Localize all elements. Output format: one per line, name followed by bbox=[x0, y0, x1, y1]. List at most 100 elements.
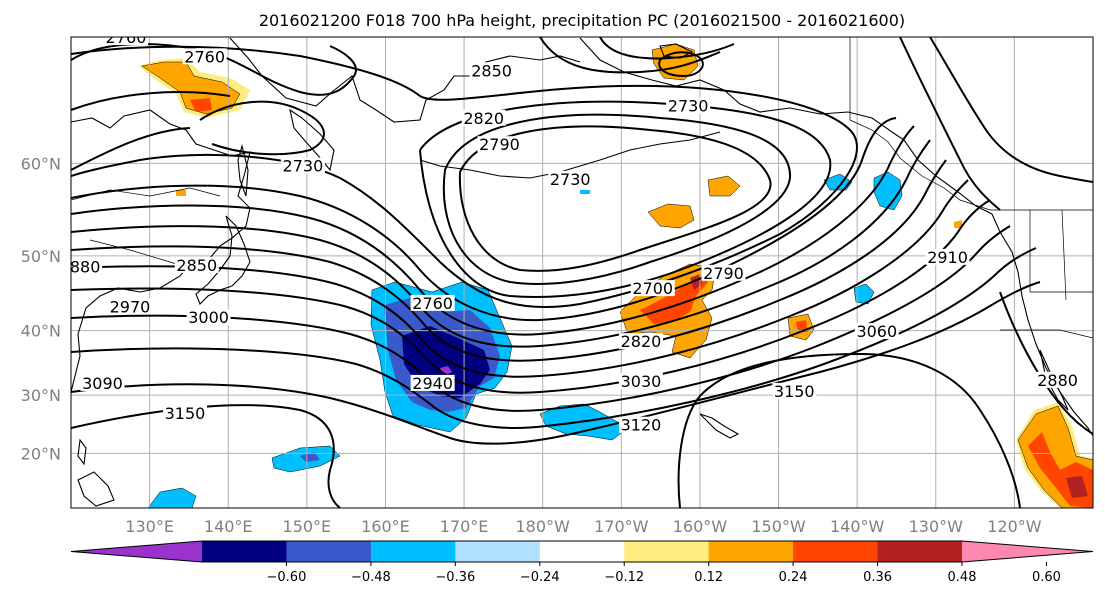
contour-label: 2820 bbox=[463, 109, 504, 128]
contour-label: 2880 bbox=[1037, 371, 1078, 390]
positive-precip-region bbox=[141, 61, 241, 115]
longitude-tick-label: 170°E bbox=[440, 517, 489, 536]
height-contour bbox=[71, 281, 1041, 445]
contour-label: 880 bbox=[70, 258, 101, 277]
latitude-tick-label: 50°N bbox=[21, 247, 61, 266]
colorbar-segment bbox=[877, 541, 963, 562]
border-line bbox=[1000, 329, 1093, 339]
contour-label-background bbox=[477, 136, 522, 153]
longitude-tick-label: 160°W bbox=[673, 517, 728, 536]
longitude-tick-label: 150°W bbox=[751, 517, 806, 536]
longitude-tick-label: 140°W bbox=[830, 517, 885, 536]
contour-label-background bbox=[630, 280, 675, 297]
colorbar-segment bbox=[202, 541, 287, 562]
positive-precip-region bbox=[190, 98, 212, 112]
contour-label: 3060 bbox=[856, 322, 897, 341]
contour-label: 2760 bbox=[184, 47, 225, 66]
longitude-tick-label: 180°W bbox=[516, 517, 571, 536]
contour-label-background bbox=[71, 258, 103, 275]
contour-label-background bbox=[618, 416, 663, 433]
contour-label-background bbox=[618, 333, 663, 350]
contour-label-background bbox=[548, 170, 593, 187]
positive-precip-region bbox=[176, 190, 186, 196]
colorbar-tick-label: −0.12 bbox=[604, 570, 644, 585]
height-contour bbox=[71, 139, 931, 348]
contour-label: 2760 bbox=[106, 28, 147, 47]
contour-label: 2850 bbox=[471, 61, 512, 80]
height-contour bbox=[419, 100, 832, 298]
colorbar-segment bbox=[624, 541, 710, 562]
colorbar-tick-label: −0.60 bbox=[267, 570, 307, 585]
height-contour bbox=[71, 45, 858, 309]
contour-label-background bbox=[772, 382, 817, 399]
positive-precip-region bbox=[1066, 476, 1088, 498]
contour-label-background bbox=[186, 309, 231, 326]
colorbar-tick-label: −0.24 bbox=[520, 570, 560, 585]
height-contours bbox=[71, 37, 1093, 508]
height-contour bbox=[199, 100, 325, 156]
contour-label-background bbox=[618, 373, 663, 390]
colorbar-segment bbox=[539, 541, 625, 562]
contour-label: 2970 bbox=[110, 298, 151, 317]
positive-precip-region bbox=[954, 220, 962, 228]
border-line bbox=[1061, 209, 1067, 301]
contour-label: 3150 bbox=[165, 404, 206, 423]
positive-precip-region bbox=[707, 175, 741, 197]
coastlines bbox=[71, 37, 1093, 507]
coastline-siberia bbox=[229, 37, 581, 123]
coastline-alaska bbox=[579, 37, 993, 215]
contour-label-background bbox=[174, 256, 219, 273]
height-contour bbox=[658, 51, 704, 78]
colorbar-tick-label: 0.24 bbox=[779, 570, 808, 585]
contour-label: 3150 bbox=[774, 382, 815, 401]
colorbar-tick-label: 0.36 bbox=[863, 570, 892, 585]
negative-precip-region bbox=[147, 487, 197, 508]
positive-precip-region bbox=[647, 203, 695, 229]
height-contour bbox=[71, 117, 897, 322]
contour-label-background bbox=[461, 109, 506, 126]
contour-label-background bbox=[469, 62, 514, 79]
contour-label: 2790 bbox=[479, 135, 520, 154]
colorbar-outline bbox=[70, 540, 1094, 563]
contour-label-background bbox=[410, 294, 455, 311]
longitude-tick-label: 130°W bbox=[909, 517, 964, 536]
contour-label-background bbox=[182, 48, 227, 65]
height-contour bbox=[71, 159, 947, 362]
contour-label: 2940 bbox=[412, 374, 453, 393]
height-contour bbox=[71, 127, 191, 171]
colorbar-segment bbox=[793, 541, 879, 562]
contour-label: 2730 bbox=[283, 157, 324, 176]
positive-precip-region bbox=[796, 320, 808, 332]
contour-label: 3030 bbox=[621, 372, 662, 391]
contour-label-background bbox=[666, 97, 711, 114]
height-contour bbox=[442, 113, 792, 285]
negative-precip-region bbox=[853, 283, 875, 305]
colorbar-tick-label: 0.60 bbox=[1032, 570, 1061, 585]
colorbar-extend-low bbox=[71, 541, 202, 562]
latitude-tick-label: 40°N bbox=[21, 322, 61, 341]
coastline-north-america bbox=[991, 213, 1093, 437]
contour-label: 2730 bbox=[550, 170, 591, 189]
latitude-axis: 20°N 30°N 40°N 50°N 60°N bbox=[21, 154, 61, 463]
colorbar-segment bbox=[708, 541, 794, 562]
latitude-tick-label: 30°N bbox=[21, 386, 61, 405]
colorbar-extend-high bbox=[962, 541, 1093, 562]
coastline-philippines bbox=[77, 471, 115, 507]
contour-label: 2790 bbox=[703, 264, 744, 283]
colorbar-segment bbox=[370, 541, 456, 562]
coastline-asia bbox=[71, 109, 251, 393]
contour-label-background bbox=[280, 157, 325, 174]
longitude-tick-label: 170°W bbox=[594, 517, 649, 536]
height-contour bbox=[899, 37, 1001, 211]
height-contour bbox=[599, 37, 735, 60]
map-panel: 2760 2760 2850 2730 2820 2790 2730 2730 880 2850 2… bbox=[70, 28, 1094, 509]
contour-label-background bbox=[410, 374, 455, 391]
contour-label: 2910 bbox=[927, 248, 968, 267]
colorbar-tick-label: 0.48 bbox=[948, 570, 977, 585]
colorbar-tick-label: −0.48 bbox=[351, 570, 391, 585]
coastline-japan bbox=[195, 215, 251, 305]
coastline-taiwan bbox=[77, 438, 87, 466]
latitude-tick-label: 60°N bbox=[21, 154, 61, 173]
longitude-tick-label: 130°E bbox=[125, 517, 174, 536]
